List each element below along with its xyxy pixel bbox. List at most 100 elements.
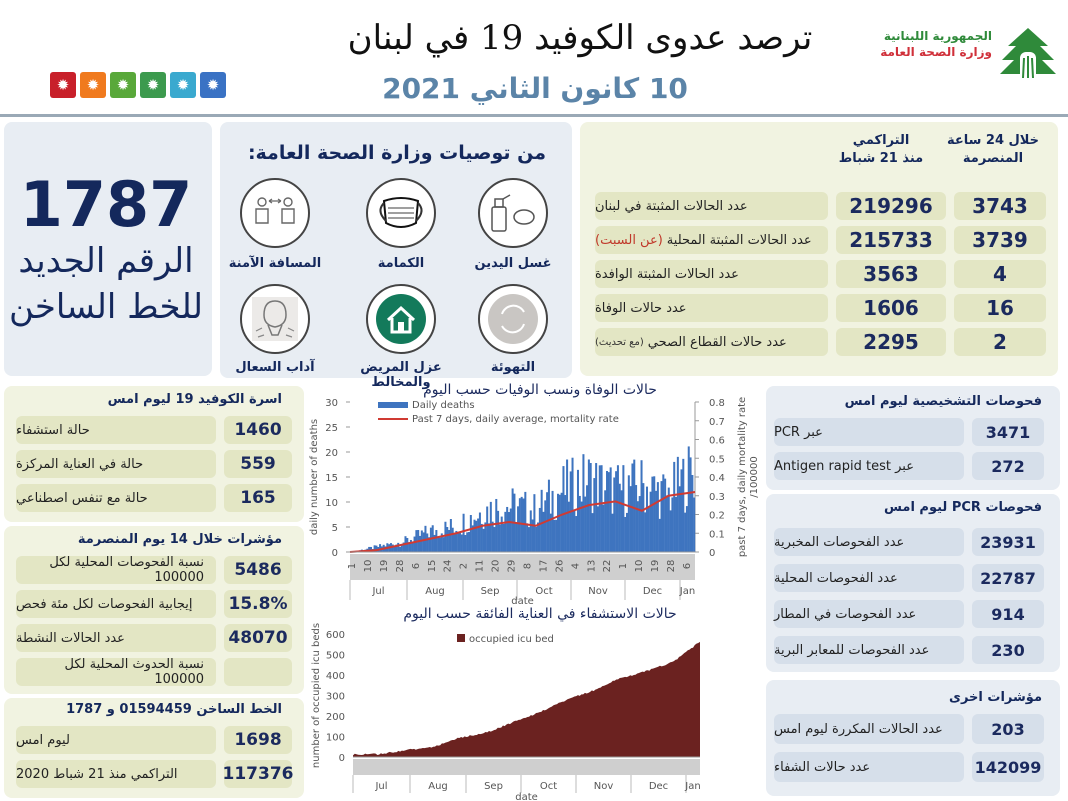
hotline-caption-line1: الرقم الجديد bbox=[18, 241, 194, 281]
row-label: عدد الحالات المثبتة المحلية (عن السبت) bbox=[595, 226, 828, 254]
deaths-chart: 0 5 10 15 20 25 30 0 0.1 0.2 0.3 0.4 0.5 0.6 0.7 0.8 1 10… bbox=[309, 397, 760, 604]
svg-text:Jul: Jul bbox=[374, 781, 387, 792]
row-value: 5486 bbox=[224, 556, 292, 584]
svg-text:daily number of deaths: daily number of deaths bbox=[309, 419, 320, 535]
hotline-caption: الرقم الجديد للخط الساخن bbox=[0, 238, 212, 330]
svg-text:17: 17 bbox=[538, 560, 549, 573]
hotline-box bbox=[4, 122, 212, 376]
hotline-caption-line2: للخط الساخن bbox=[8, 287, 204, 327]
reco-label-ventilation: التهوئة bbox=[490, 360, 536, 375]
value-cumulative: 2295 bbox=[836, 328, 946, 356]
ventilation-icon bbox=[478, 284, 548, 354]
row-label: عدد الحالات النشطة bbox=[16, 624, 216, 652]
row-label: عبر PCR bbox=[774, 418, 964, 446]
sun-icon: ✹ bbox=[170, 72, 196, 98]
reco-label-distance: المسافة الآمنة bbox=[228, 256, 322, 271]
svg-text:0.7: 0.7 bbox=[709, 417, 725, 428]
svg-text:6: 6 bbox=[682, 563, 693, 569]
row-label: عدد حالات الشفاء bbox=[774, 752, 964, 782]
svg-text:date: date bbox=[515, 792, 538, 800]
svg-text:28: 28 bbox=[395, 560, 406, 573]
svg-text:Dec: Dec bbox=[643, 586, 662, 597]
svg-text:10: 10 bbox=[363, 560, 374, 573]
label-note: (مع تحديث) bbox=[595, 336, 644, 348]
col-header-24h-line2: المنصرمة bbox=[962, 151, 1024, 166]
row-value: 1698 bbox=[224, 726, 292, 754]
ministry-name: الجمهورية اللبنانية وزارة الصحة العامة bbox=[862, 28, 992, 60]
svg-text:0.8: 0.8 bbox=[709, 398, 725, 409]
svg-text:6: 6 bbox=[411, 563, 422, 569]
sun-icon: ✹ bbox=[110, 72, 136, 98]
face-mask-icon bbox=[366, 178, 436, 248]
ministry-line1: الجمهورية اللبنانية bbox=[883, 29, 992, 43]
svg-text:/100000: /100000 bbox=[749, 456, 760, 498]
label-text: عدد الحالات المثبتة في لبنان bbox=[595, 198, 748, 214]
hotline-stats-title: الخط الساخن 01594459 و 1787 bbox=[66, 702, 282, 717]
svg-text:30: 30 bbox=[325, 398, 338, 409]
row-label: ليوم امس bbox=[16, 726, 216, 754]
sun-icon: ✹ bbox=[140, 72, 166, 98]
page-title: ترصد عدوى الكوفيد 19 في لبنان bbox=[347, 18, 813, 58]
col-header-24h: خلال 24 ساعة المنصرمة bbox=[940, 132, 1046, 168]
ministry-line2: وزارة الصحة العامة bbox=[880, 45, 992, 59]
svg-text:Dec: Dec bbox=[649, 781, 668, 792]
label-text: عدد الحالات المثبتة المحلية bbox=[666, 232, 812, 248]
row-value: 272 bbox=[972, 452, 1044, 480]
svg-text:200: 200 bbox=[326, 712, 345, 723]
svg-text:22: 22 bbox=[602, 560, 613, 573]
row-value: 914 bbox=[972, 600, 1044, 628]
svg-text:20: 20 bbox=[491, 560, 502, 573]
svg-text:0: 0 bbox=[332, 548, 338, 559]
row-label: عدد الفحوصات للمعابر البرية bbox=[774, 636, 964, 664]
row-value: 117376 bbox=[223, 760, 294, 788]
label-note: (عن السبت) bbox=[595, 232, 663, 248]
row-label: عدد الحالات المكررة ليوم امس bbox=[774, 714, 964, 744]
row-label: عدد حالات الوفاة bbox=[595, 294, 828, 322]
svg-text:29: 29 bbox=[507, 560, 518, 573]
svg-text:0.4: 0.4 bbox=[709, 473, 725, 484]
svg-text:1: 1 bbox=[347, 563, 358, 569]
svg-text:500: 500 bbox=[326, 651, 345, 662]
svg-text:0: 0 bbox=[709, 548, 715, 559]
hotline-number: 1787 bbox=[19, 168, 193, 241]
row-value: 559 bbox=[224, 450, 292, 478]
svg-text:10: 10 bbox=[325, 498, 338, 509]
row-value: 15.8% bbox=[224, 590, 292, 618]
svg-text:28: 28 bbox=[666, 560, 677, 573]
value-24h: 16 bbox=[954, 294, 1046, 322]
row-value bbox=[224, 658, 292, 686]
color-squares: ✹ ✹ ✹ ✹ ✹ ✹ bbox=[50, 72, 226, 98]
page-date: 10 كانون الثاني 2021 bbox=[382, 72, 688, 105]
reco-label-mask: الكمامة bbox=[377, 256, 425, 271]
svg-text:4: 4 bbox=[570, 563, 581, 569]
svg-text:15: 15 bbox=[427, 560, 438, 573]
hand-sanitizer-icon bbox=[478, 178, 548, 248]
row-value: 230 bbox=[972, 636, 1044, 664]
svg-text:19: 19 bbox=[379, 560, 390, 573]
svg-text:Daily deaths: Daily deaths bbox=[412, 400, 475, 411]
other-indicators-title: مؤشرات اخرى bbox=[949, 690, 1042, 705]
row-label: عبر Antigen rapid test bbox=[774, 452, 964, 480]
row-label: عدد الحالات المثبتة في لبنان bbox=[595, 192, 828, 220]
col-header-24h-line1: خلال 24 ساعة bbox=[946, 133, 1040, 148]
reco-label-cough: آداب السعال bbox=[235, 360, 315, 375]
icu-chart: 0 100 200 300 400 500 600 Jul Aug Sep Oct Nov Dec Jan… bbox=[311, 623, 701, 800]
diagnostic-tests-title: فحوصات التشخيصية ليوم امس bbox=[844, 394, 1042, 409]
row-label: حالة في العناية المركزة bbox=[16, 450, 216, 478]
svg-text:10: 10 bbox=[634, 560, 645, 573]
value-cumulative: 215733 bbox=[836, 226, 946, 254]
svg-text:occupied icu bed: occupied icu bed bbox=[469, 634, 554, 645]
svg-text:13: 13 bbox=[586, 560, 597, 573]
col-header-cumulative: التراكمي منذ 21 شباط bbox=[826, 132, 936, 168]
value-cumulative: 219296 bbox=[836, 192, 946, 220]
row-label: عدد الفحوصات المخبرية bbox=[774, 528, 964, 556]
svg-text:20: 20 bbox=[325, 448, 338, 459]
label-text: عدد حالات الوفاة bbox=[595, 300, 687, 316]
svg-text:2: 2 bbox=[459, 563, 470, 569]
row-label: حالة استشفاء bbox=[16, 416, 216, 444]
row-value: 3471 bbox=[972, 418, 1044, 446]
reco-label-handwash: غسل اليدين bbox=[474, 256, 552, 271]
svg-text:Jan: Jan bbox=[684, 781, 700, 792]
svg-text:Jul: Jul bbox=[371, 586, 384, 597]
svg-text:Oct: Oct bbox=[535, 586, 552, 597]
